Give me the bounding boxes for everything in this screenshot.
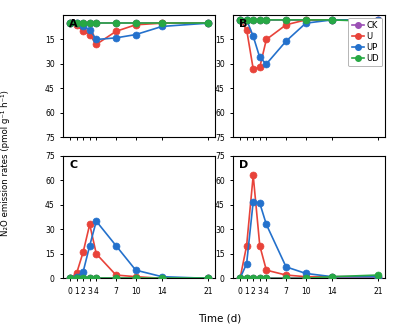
Text: C: C xyxy=(69,160,77,169)
Text: B: B xyxy=(239,19,248,29)
Text: Time (d): Time (d) xyxy=(198,314,242,324)
Text: A: A xyxy=(69,19,78,29)
Text: D: D xyxy=(239,160,248,169)
Text: N₂O emission rates (pmol g⁻¹ h⁻¹): N₂O emission rates (pmol g⁻¹ h⁻¹) xyxy=(2,91,10,236)
Legend: CK, U, UP, UD: CK, U, UP, UD xyxy=(348,18,382,66)
